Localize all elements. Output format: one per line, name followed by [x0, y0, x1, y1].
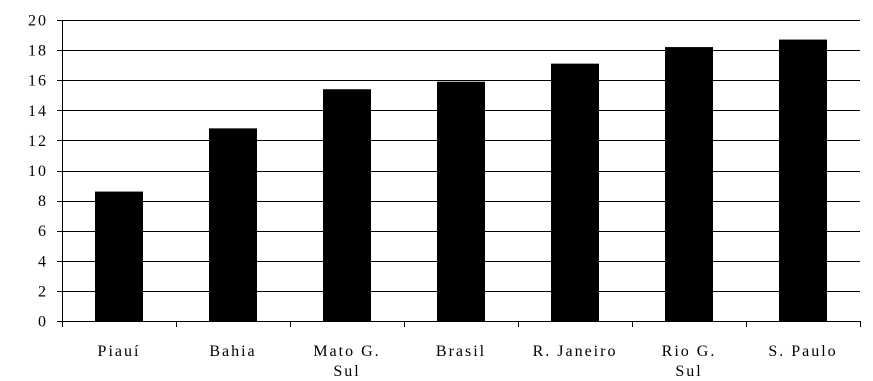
y-tick-label: 2: [38, 283, 48, 300]
y-tick-label: 14: [28, 103, 48, 120]
x-tick-label: Piauí: [98, 343, 141, 360]
y-tick-label: 6: [38, 223, 48, 240]
axes: [57, 20, 861, 327]
bar-bahia: [209, 128, 257, 321]
y-tick-label: 16: [28, 73, 48, 90]
x-tick-label: Bahia: [209, 343, 256, 360]
x-tick-label: Sul: [333, 363, 360, 380]
y-tick-label: 8: [38, 193, 48, 210]
x-tick-label: Mato G.: [313, 343, 380, 360]
bar-rio-g-sul: [665, 47, 713, 322]
x-tick-labels: Piauí Bahia Mato G. Sul Brasil R. Janeiro Rio …: [98, 343, 837, 380]
x-tick-label: Brasil: [436, 343, 486, 360]
x-tick-label: Sul: [675, 363, 702, 380]
y-tick-label: 4: [38, 253, 48, 270]
bar-s-paulo: [779, 39, 827, 321]
y-tick-labels: 0 2 4 6 8 10 12 14 16 18 20: [28, 13, 48, 331]
y-tick-label: 20: [28, 13, 48, 30]
bar-piau: [95, 191, 143, 321]
x-tick-label: S. Paulo: [768, 343, 837, 360]
bar-brasil: [437, 81, 485, 321]
y-tick-label: 18: [28, 43, 48, 60]
x-tick-label: R. Janeiro: [533, 343, 618, 360]
y-tick-label: 12: [28, 133, 48, 150]
bar-mato-g-sul: [323, 89, 371, 321]
bars: [95, 39, 827, 322]
y-tick-label: 10: [28, 163, 48, 180]
bar-r-janeiro: [551, 63, 599, 322]
y-tick-label: 0: [38, 314, 48, 331]
x-tick-label: Rio G.: [662, 343, 717, 360]
